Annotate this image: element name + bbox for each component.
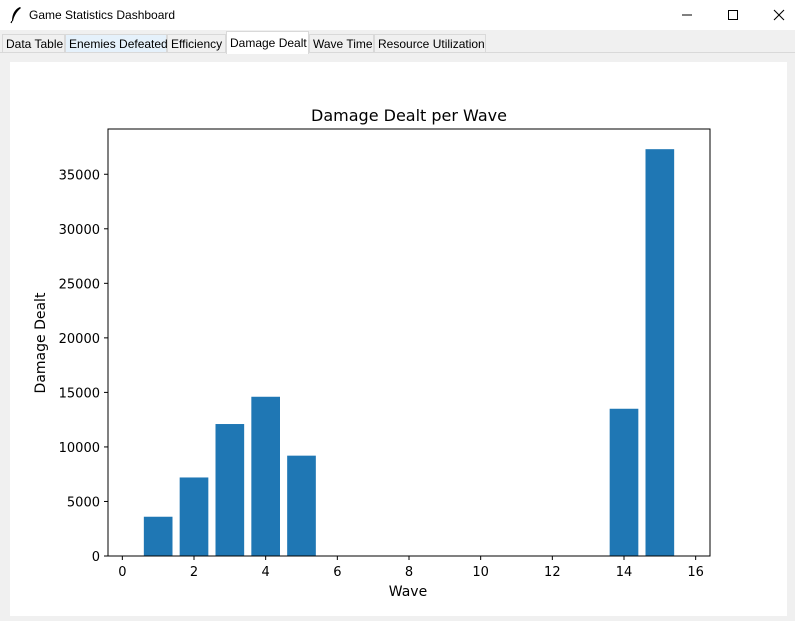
tab-wave-time[interactable]: Wave Time — [309, 34, 374, 52]
feather-icon — [10, 7, 21, 24]
bar-wave-4 — [251, 396, 280, 556]
x-tick-label: 4 — [262, 565, 270, 580]
bars-group — [143, 149, 675, 556]
minimize-button[interactable] — [664, 0, 710, 30]
chart-title: Damage Dealt per Wave — [311, 106, 507, 125]
x-tick-label: 0 — [118, 565, 126, 580]
bar-wave-1 — [143, 516, 173, 556]
plot-frame — [107, 128, 711, 557]
minimize-icon — [682, 14, 692, 16]
bar-wave-15 — [645, 149, 675, 556]
bar-wave-2 — [179, 477, 209, 556]
maximize-button[interactable] — [710, 0, 756, 30]
close-button[interactable] — [756, 0, 795, 30]
bar-wave-3 — [215, 424, 245, 556]
x-tick-label: 16 — [687, 565, 704, 580]
y-ticks: 0 5000 10000 15000 20000 25000 30000 35000 — [59, 168, 108, 565]
y-tick-label: 25000 — [59, 277, 100, 292]
tab-data-table[interactable]: Data Table — [2, 34, 65, 52]
window-title: Game Statistics Dashboard — [29, 8, 176, 22]
title-bar: Game Statistics Dashboard — [0, 0, 795, 30]
tab-enemies-defeated[interactable]: Enemies Defeated — [65, 34, 168, 52]
tab-damage-dealt[interactable]: Damage Dealt — [226, 31, 309, 54]
y-tick-label: 30000 — [59, 223, 100, 238]
y-axis-label: Damage Dealt — [33, 292, 49, 393]
tab-divider — [0, 52, 795, 53]
x-tick-label: 12 — [544, 565, 561, 580]
close-icon — [773, 9, 785, 21]
x-tick-label: 6 — [333, 565, 341, 580]
y-tick-label: 15000 — [59, 386, 100, 401]
y-tick-label: 5000 — [67, 495, 100, 510]
tab-resource-utilization[interactable]: Resource Utilization — [374, 34, 486, 52]
tab-bar: Data Table Enemies Defeated Efficiency D… — [0, 30, 795, 54]
bar-wave-14 — [609, 408, 639, 556]
damage-chart: Damage Dealt per Wave 0 2 4 6 8 10 12 14 16 0 500… — [33, 106, 711, 600]
x-tick-label: 14 — [616, 565, 633, 580]
y-tick-label: 10000 — [59, 441, 100, 456]
x-ticks: 0 2 4 6 8 10 12 14 16 — [118, 556, 704, 580]
y-tick-label: 0 — [92, 550, 100, 565]
bar-wave-5 — [287, 455, 316, 556]
x-tick-label: 8 — [405, 565, 413, 580]
x-tick-label: 10 — [472, 565, 489, 580]
y-tick-label: 20000 — [59, 332, 100, 347]
maximize-icon — [728, 10, 738, 20]
tab-efficiency[interactable]: Efficiency — [167, 34, 226, 52]
x-tick-label: 2 — [190, 565, 198, 580]
x-axis-label: Wave — [389, 584, 427, 600]
y-tick-label: 35000 — [59, 168, 100, 183]
